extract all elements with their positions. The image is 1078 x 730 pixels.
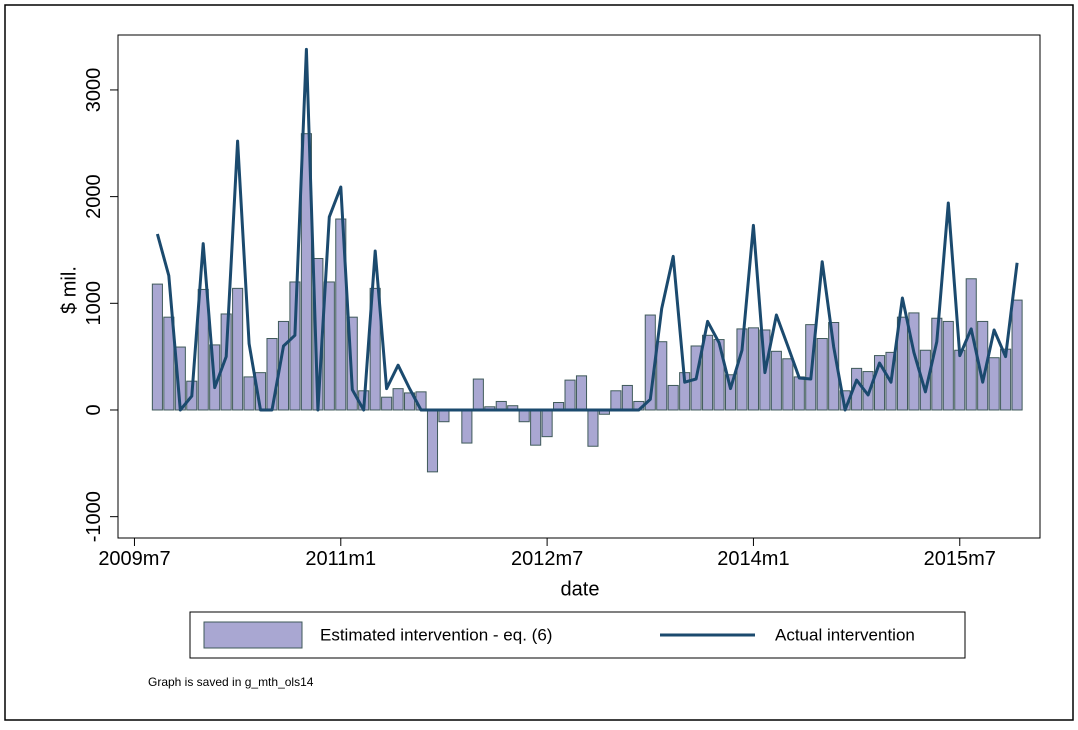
plot-frame	[117, 34, 1041, 539]
bar	[988, 357, 1000, 411]
bar	[873, 355, 886, 411]
bar	[564, 379, 576, 411]
bar	[381, 396, 393, 411]
bar	[369, 287, 381, 411]
legend-label: Actual intervention	[775, 625, 915, 644]
legend-swatch	[203, 621, 303, 649]
x-tick-label: 2014m1	[717, 548, 789, 570]
x-tick-label: 2011m1	[305, 548, 376, 570]
y-tick-label: 1000	[83, 281, 105, 326]
bar	[541, 409, 553, 438]
bar	[530, 409, 542, 446]
bar	[702, 334, 714, 411]
bar	[438, 409, 450, 423]
bar	[232, 287, 244, 411]
bar	[896, 316, 908, 411]
bar	[277, 320, 290, 411]
bar	[782, 358, 794, 411]
bar	[667, 384, 679, 411]
bar	[942, 320, 954, 411]
y-axis-title: $ mil.	[58, 266, 80, 314]
bar	[426, 409, 439, 473]
bar	[621, 384, 633, 411]
legend-label: Estimated intervention - eq. (6)	[320, 625, 552, 644]
bar	[908, 312, 920, 411]
legend-box	[189, 611, 966, 659]
bar	[243, 376, 255, 411]
bar	[610, 390, 622, 411]
x-tick-label: 2009m7	[98, 548, 170, 570]
bar	[793, 376, 805, 411]
bar	[220, 313, 232, 411]
note: Graph is saved in g_mth_ols14	[148, 675, 314, 689]
bar	[1011, 299, 1023, 411]
y-tick-label: 0	[83, 404, 105, 415]
bar	[747, 327, 759, 411]
bar	[1000, 348, 1012, 411]
bar	[289, 281, 301, 411]
bar	[151, 283, 163, 411]
bar	[518, 409, 530, 423]
bar	[656, 341, 668, 411]
x-tick-label: 2015m7	[924, 548, 996, 570]
bar	[461, 409, 473, 444]
bar	[919, 349, 931, 411]
bar	[713, 339, 725, 411]
y-tick-label: 2000	[83, 174, 105, 219]
bar	[954, 349, 966, 411]
bar	[724, 374, 737, 411]
bar	[163, 316, 175, 411]
bar	[300, 133, 312, 411]
bar	[197, 288, 209, 411]
x-axis-title: date	[561, 578, 600, 600]
bar	[575, 375, 588, 411]
y-tick-label: -1000	[83, 491, 105, 542]
bar	[335, 218, 347, 411]
bar	[770, 350, 782, 411]
bar	[392, 388, 404, 411]
bar	[472, 378, 484, 411]
bar	[587, 409, 599, 447]
bar	[323, 281, 335, 411]
line	[155, 47, 1019, 412]
bar	[828, 322, 840, 411]
bar	[816, 338, 828, 411]
bar	[404, 392, 416, 411]
x-tick-label: 2012m7	[511, 548, 583, 570]
bar	[266, 338, 278, 411]
y-tick-label: 3000	[83, 68, 105, 113]
